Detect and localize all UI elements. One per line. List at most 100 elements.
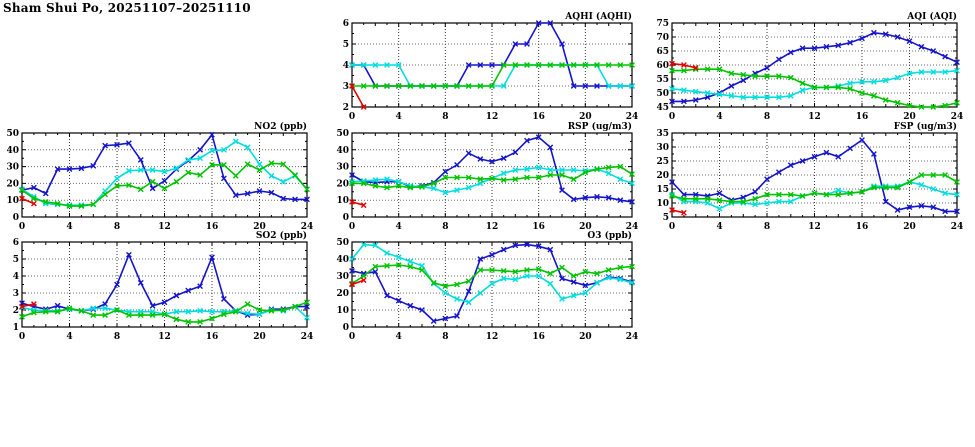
y-tick-label: 15 bbox=[656, 185, 669, 195]
x-tick-label: 24 bbox=[951, 222, 964, 232]
chart-title: AQI (AQI) bbox=[906, 11, 957, 22]
no2-series-green-markers bbox=[19, 160, 310, 209]
x-tick-label: 20 bbox=[579, 222, 592, 232]
x-tick-label: 4 bbox=[396, 222, 402, 232]
y-tick-label: 6 bbox=[343, 19, 349, 29]
y-tick-label: 10 bbox=[336, 306, 349, 316]
no2-series-red-line bbox=[21, 197, 35, 205]
so2-series-green-markers bbox=[19, 299, 310, 325]
fsp-series-cyan-line bbox=[671, 181, 958, 210]
y-tick-label: 5 bbox=[13, 255, 19, 265]
x-tick-label: 24 bbox=[626, 332, 639, 342]
x-tick-label: 4 bbox=[716, 222, 722, 232]
x-tick-label: 16 bbox=[206, 332, 219, 342]
x-tick-label: 20 bbox=[579, 112, 592, 122]
no2-series-cyan-markers bbox=[19, 138, 310, 209]
no2-series-cyan-line bbox=[21, 140, 308, 206]
aqi-plot-svg: 45 50 55 60 65 70 75 0 4 8 12 16 20 24 AQI (AQI) bbox=[656, 11, 964, 122]
chart-aqhi: 2 3 4 5 6 0 4 8 12 16 20 24 AQHI (AQHI) bbox=[330, 9, 640, 127]
y-tick-label: 4 bbox=[13, 272, 19, 282]
y-tick-label: 50 bbox=[336, 129, 349, 139]
x-tick-label: 4 bbox=[716, 112, 722, 122]
aqhi-plot-svg: 2 3 4 5 6 0 4 8 12 16 20 24 AQHI (AQHI) bbox=[343, 11, 639, 122]
chart-o3: 0 10 20 30 40 50 0 4 8 12 16 20 24 O3 (ppb) bbox=[330, 228, 640, 347]
aqhi-series-red-markers bbox=[349, 83, 367, 110]
x-tick-label: 24 bbox=[301, 332, 314, 342]
x-tick-label: 16 bbox=[206, 222, 219, 232]
so2-series-red-line bbox=[21, 303, 35, 308]
x-tick-label: 16 bbox=[532, 332, 545, 342]
x-tick-label: 12 bbox=[808, 112, 821, 122]
o3-series-red-markers bbox=[349, 277, 367, 288]
aqhi-series-blue-markers bbox=[349, 20, 635, 89]
fsp-series-blue-markers bbox=[669, 137, 960, 215]
y-tick-label: 60 bbox=[656, 61, 669, 71]
x-tick-label: 8 bbox=[114, 222, 120, 232]
x-tick-label: 12 bbox=[158, 332, 171, 342]
chart-title: NO2 (ppb) bbox=[254, 121, 307, 132]
y-tick-label: 70 bbox=[656, 33, 669, 43]
fsp-series-green-markers bbox=[669, 172, 960, 205]
y-tick-label: 50 bbox=[6, 129, 19, 139]
x-tick-label: 0 bbox=[669, 222, 675, 232]
chart-title: SO2 (ppb) bbox=[256, 230, 307, 241]
x-tick-label: 12 bbox=[486, 222, 499, 232]
y-tick-label: 2 bbox=[343, 103, 349, 113]
x-tick-label: 12 bbox=[486, 332, 499, 342]
so2-series-red-markers bbox=[19, 301, 37, 310]
x-tick-label: 0 bbox=[669, 112, 675, 122]
rsp-series-red-line bbox=[351, 201, 364, 206]
y-tick-label: 1 bbox=[13, 323, 19, 333]
x-tick-label: 16 bbox=[856, 222, 869, 232]
x-tick-label: 24 bbox=[626, 112, 639, 122]
o3-plot-svg: 0 10 20 30 40 50 0 4 8 12 16 20 24 O3 (ppb) bbox=[336, 230, 639, 342]
x-tick-label: 0 bbox=[349, 222, 355, 232]
y-tick-label: 25 bbox=[656, 157, 669, 167]
aqi-series-red-markers bbox=[669, 60, 699, 71]
no2-plot-svg: 0 10 20 30 40 50 0 4 8 12 16 20 24 NO2 (ppb) bbox=[6, 121, 314, 232]
x-tick-label: 24 bbox=[301, 222, 314, 232]
x-tick-label: 24 bbox=[951, 112, 964, 122]
chart-title: FSP (ug/m3) bbox=[894, 121, 957, 132]
chart-title: O3 (ppb) bbox=[587, 230, 632, 241]
chart-no2: 0 10 20 30 40 50 0 4 8 12 16 20 24 NO2 (ppb) bbox=[0, 119, 315, 237]
chart-aqi: 45 50 55 60 65 70 75 0 4 8 12 16 20 24 AQI (AQI) bbox=[650, 9, 965, 127]
y-tick-label: 30 bbox=[336, 272, 349, 282]
y-tick-label: 30 bbox=[6, 163, 19, 173]
o3-series-cyan-markers bbox=[349, 241, 635, 306]
y-tick-label: 3 bbox=[343, 82, 349, 92]
plot-frame bbox=[21, 132, 308, 218]
y-tick-label: 35 bbox=[656, 129, 669, 139]
x-tick-label: 8 bbox=[442, 222, 448, 232]
x-tick-label: 8 bbox=[442, 332, 448, 342]
y-tick-label: 40 bbox=[336, 255, 349, 265]
y-tick-label: 50 bbox=[336, 238, 349, 248]
no2-series-red-markers bbox=[19, 195, 37, 207]
y-tick-label: 55 bbox=[656, 75, 669, 85]
y-tick-label: 40 bbox=[6, 146, 19, 156]
y-tick-label: 6 bbox=[13, 238, 19, 248]
x-tick-label: 4 bbox=[66, 332, 72, 342]
y-tick-label: 10 bbox=[336, 196, 349, 206]
y-tick-label: 20 bbox=[336, 179, 349, 189]
x-tick-label: 20 bbox=[253, 222, 266, 232]
x-tick-label: 12 bbox=[808, 222, 821, 232]
y-tick-label: 5 bbox=[343, 40, 349, 50]
page-title: Sham Shui Po, 20251107–20251110 bbox=[3, 1, 251, 15]
plot-frame bbox=[671, 22, 958, 108]
y-tick-label: 20 bbox=[6, 179, 19, 189]
x-tick-label: 12 bbox=[486, 112, 499, 122]
y-tick-label: 30 bbox=[656, 143, 669, 153]
x-tick-label: 4 bbox=[396, 332, 402, 342]
y-tick-label: 4 bbox=[343, 61, 349, 71]
chart-so2: 1 2 3 4 5 6 0 4 8 12 16 20 24 SO2 (ppb) bbox=[0, 228, 315, 347]
y-tick-label: 3 bbox=[13, 289, 19, 299]
y-tick-label: 2 bbox=[13, 306, 19, 316]
x-tick-label: 0 bbox=[19, 222, 25, 232]
x-tick-label: 0 bbox=[349, 112, 355, 122]
aqhi-series-red-line bbox=[351, 85, 365, 108]
aqi-series-green-markers bbox=[669, 66, 960, 110]
y-tick-label: 50 bbox=[656, 89, 669, 99]
x-tick-label: 0 bbox=[19, 332, 25, 342]
